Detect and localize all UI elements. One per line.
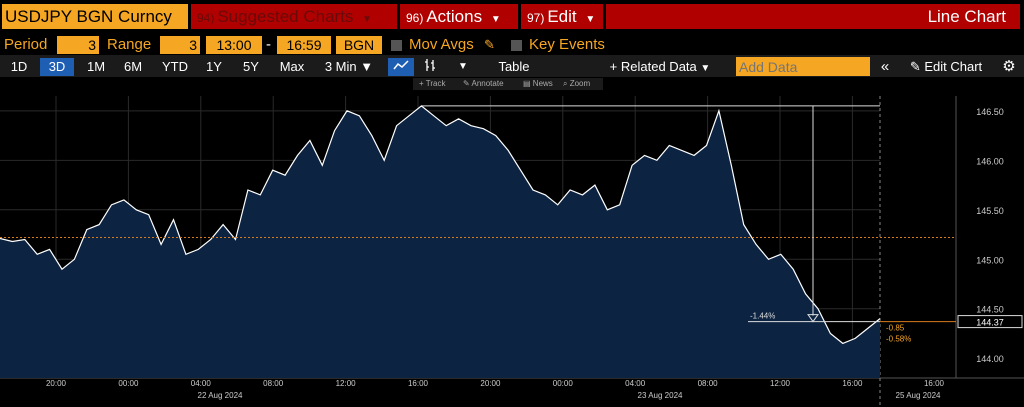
y-tick-label: 144.00	[976, 354, 1004, 364]
range-button-3d[interactable]: 3D	[40, 58, 74, 76]
annotate-label: Annotate	[471, 79, 504, 88]
related-data-dropdown[interactable]: + Related Data ▼	[596, 58, 724, 76]
date-label: 22 Aug 2024	[198, 391, 243, 400]
drop-annotation-label: -1.44%	[750, 312, 775, 321]
interval-label: 3 Min	[324, 59, 357, 74]
range-button-1d[interactable]: 1D	[10, 59, 28, 74]
x-tick-label: 04:00	[625, 379, 646, 388]
end-time-input[interactable]: 16:59	[277, 36, 331, 54]
news-label: News	[532, 79, 553, 88]
actions-label: Actions	[426, 7, 483, 26]
edit-chart-button[interactable]: ✎ Edit Chart	[900, 58, 992, 76]
table-button[interactable]: Table	[498, 59, 530, 74]
suggested-charts-number: 94)	[197, 11, 215, 25]
y-tick-label: 146.50	[976, 107, 1004, 117]
track-label: Track	[425, 79, 446, 88]
suggested-charts-label: Suggested Charts	[217, 7, 354, 26]
header-bar: USDJPY BGN Curncy 94) Suggested Charts ▼ …	[0, 0, 1024, 33]
crosshair-icon: +	[419, 79, 424, 88]
x-tick-label: 12:00	[336, 379, 357, 388]
x-tick-label: 04:00	[191, 379, 212, 388]
date-label: 23 Aug 2024	[638, 391, 683, 400]
plus-icon: +	[609, 59, 618, 74]
change-abs-label: -0.85	[886, 324, 905, 333]
drop-arrow-head	[807, 314, 819, 323]
x-tick-label: 12:00	[770, 379, 791, 388]
chart-type-chevron-down-icon[interactable]: ▼	[458, 61, 468, 72]
pencil-icon: ✎	[463, 79, 470, 88]
chart-subtoolbar: + Track ✎ Annotate ▤ News ⌕ Zoom	[413, 78, 603, 90]
page-title: Line Chart	[927, 7, 1006, 26]
x-tick-label: 00:00	[118, 379, 139, 388]
price-line	[0, 105, 881, 345]
actions-menu[interactable]: 96) Actions ▼	[400, 4, 518, 29]
date-label: 25 Aug 2024	[896, 391, 941, 400]
period-label: Period	[4, 36, 48, 53]
news-button[interactable]: ▤ News	[523, 78, 553, 90]
line-chart-icon[interactable]	[388, 58, 414, 76]
period-input[interactable]: 3	[57, 36, 99, 54]
range-button-ytd[interactable]: YTD	[162, 59, 188, 74]
start-time-input[interactable]: 13:00	[206, 36, 262, 54]
chevron-down-icon: ▼	[490, 14, 501, 25]
x-tick-label: 16:00	[842, 379, 863, 388]
range-button-max[interactable]: Max	[279, 59, 305, 74]
title-bar: Line Chart	[606, 4, 1020, 29]
magnifier-icon: ⌕	[563, 79, 568, 88]
time-separator: -	[266, 36, 271, 53]
x-tick-label: 20:00	[46, 379, 67, 388]
range-button-1y[interactable]: 1Y	[206, 59, 222, 74]
track-button[interactable]: + Track	[419, 78, 445, 90]
y-tick-label: 144.50	[976, 305, 1004, 315]
suggested-charts-menu[interactable]: 94) Suggested Charts ▼	[191, 4, 397, 29]
change-pct-label: -0.58%	[886, 335, 911, 344]
range-button-5y[interactable]: 5Y	[243, 59, 259, 74]
mov-avgs-label: Mov Avgs	[409, 36, 474, 53]
pencil-icon: ✎	[909, 59, 921, 74]
pencil-icon[interactable]: ✎	[484, 37, 495, 52]
collapse-double-chevron-icon[interactable]: «	[880, 58, 890, 75]
bar-chart-icon[interactable]	[418, 58, 442, 76]
key-events-checkbox[interactable]	[511, 40, 522, 51]
ticker-field[interactable]: USDJPY BGN Curncy	[2, 4, 188, 29]
source-input[interactable]: BGN	[336, 36, 382, 54]
range-input[interactable]: 3	[160, 36, 200, 54]
interval-dropdown[interactable]: 3 Min ▼	[318, 58, 380, 76]
x-tick-label: 20:00	[480, 379, 501, 388]
zoom-label: Zoom	[569, 79, 591, 88]
chevron-down-icon: ▼	[700, 63, 711, 74]
edit-menu[interactable]: 97) Edit ▼	[521, 4, 603, 29]
add-data-input[interactable]	[736, 57, 870, 76]
area-fill	[0, 105, 880, 379]
x-tick-label: 16:00	[408, 379, 429, 388]
related-data-label: Related Data	[620, 59, 697, 74]
range-button-1m[interactable]: 1M	[86, 59, 106, 74]
x-tick-label: 08:00	[263, 379, 284, 388]
chevron-down-icon: ▼	[362, 14, 373, 25]
edit-label: Edit	[547, 7, 577, 26]
edit-chart-label: Edit Chart	[924, 59, 983, 74]
chevron-down-icon: ▼	[360, 59, 374, 74]
range-button-6m[interactable]: 6M	[123, 59, 143, 74]
news-icon: ▤	[523, 79, 531, 88]
zoom-button[interactable]: ⌕ Zoom	[563, 78, 590, 90]
x-tick-label: 08:00	[698, 379, 719, 388]
last-price-box	[957, 315, 1023, 329]
range-label: Range	[107, 36, 152, 53]
key-events-label: Key Events	[529, 36, 605, 53]
mov-avgs-checkbox[interactable]	[391, 40, 402, 51]
y-tick-label: 145.00	[976, 255, 1004, 265]
last-price-label: 144.37	[976, 318, 1004, 328]
gear-icon[interactable]: ⚙	[1002, 58, 1016, 75]
x-tick-label: 00:00	[553, 379, 574, 388]
x-tick-label: 16:00	[924, 379, 945, 388]
actions-number: 96)	[406, 11, 424, 25]
annotate-button[interactable]: ✎ Annotate	[463, 78, 504, 90]
params-bar: Period 3 Range 3 13:00 - 16:59 BGN Mov A…	[0, 35, 1024, 55]
y-tick-label: 146.00	[976, 156, 1004, 166]
y-tick-label: 145.50	[976, 206, 1004, 216]
chevron-down-icon: ▼	[585, 14, 596, 25]
edit-number: 97)	[527, 11, 545, 25]
